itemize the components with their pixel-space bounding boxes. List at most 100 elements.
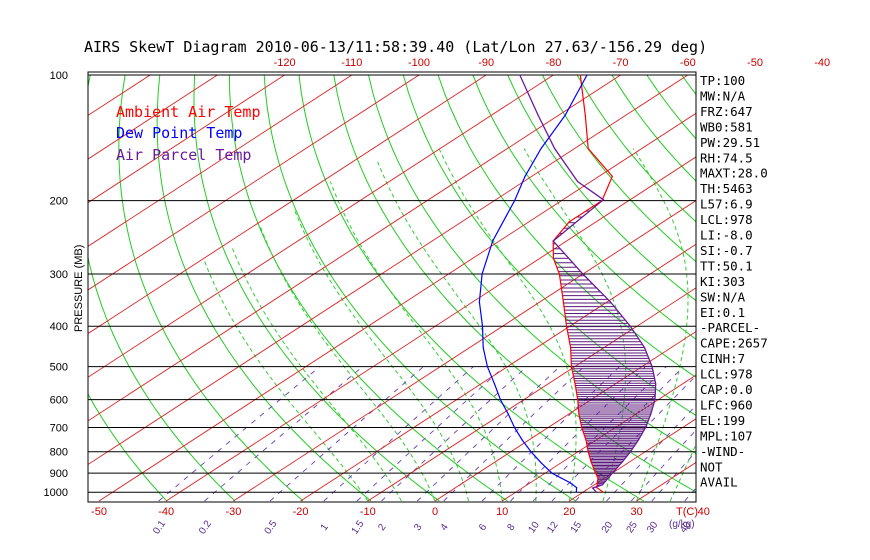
mixing-ratio-line <box>269 366 424 502</box>
parcel-point <box>645 426 647 429</box>
mixing-ratio-label: 20 <box>600 519 616 535</box>
pressure-tick-label: 100 <box>50 70 68 82</box>
bottom-temp-tick-label: 40 <box>698 506 710 518</box>
index-entry: NOT <box>700 459 723 474</box>
parcel-point <box>637 439 640 441</box>
isotherm <box>0 75 83 501</box>
dewpoint-point <box>513 426 516 429</box>
dewpoint-point <box>569 482 572 484</box>
mixing-ratio-label: 0.1 <box>151 518 168 536</box>
mixing-ratio-label: 0.2 <box>197 518 214 536</box>
series-layer <box>478 74 657 493</box>
moist-adiabat <box>438 148 577 502</box>
dewpoint-point <box>524 175 526 177</box>
dewpoint-point <box>481 273 483 275</box>
ambient-temp-point <box>611 175 613 177</box>
pressure-tick-label: 200 <box>50 196 68 208</box>
index-entry: AVAIL <box>700 475 738 490</box>
pressure-tick-label: 500 <box>50 362 68 374</box>
mixing-ratio-label: 12 <box>545 519 561 535</box>
pressure-tick-label: 800 <box>50 447 68 459</box>
isotherm <box>771 75 870 501</box>
dewpoint-point <box>540 147 542 150</box>
plot-frame <box>87 71 697 503</box>
mixing-ratio-label: 1 <box>319 522 331 533</box>
dry-adiabat <box>821 75 870 501</box>
moist-adiabat <box>632 148 689 502</box>
mixing-ratio-label: 3 <box>412 522 424 533</box>
top-temp-tick-label: -80 <box>545 57 561 69</box>
dry-adiabat <box>118 74 304 502</box>
parcel-point <box>643 346 646 349</box>
index-entry: CAPE:2657 <box>700 336 768 351</box>
bottom-temp-tick-label: -50 <box>91 506 107 518</box>
bottom-temp-tick-label: 10 <box>496 506 508 518</box>
mixing-ratio-line <box>158 366 321 502</box>
index-entry: EL:199 <box>700 413 745 428</box>
parcel-point <box>519 74 521 76</box>
parcel-point <box>552 240 554 242</box>
bottom-temp-tick-label: 0 <box>432 506 438 518</box>
top-temp-tick-label: -110 <box>341 57 362 69</box>
index-entry: LI:-8.0 <box>700 228 753 243</box>
parcel-point <box>611 472 614 474</box>
mixing-ratio-label: 0.5 <box>263 518 280 536</box>
isotherm <box>88 74 554 378</box>
ambient-temp-point <box>602 491 604 493</box>
top-temp-tick-label: -40 <box>814 57 830 69</box>
index-entry: FRZ:647 <box>700 104 753 119</box>
dry-adiabat <box>88 74 236 502</box>
pressure-tick-label: 900 <box>50 468 68 480</box>
dewpoint-point <box>586 74 588 76</box>
mixing-ratio-label: 8 <box>505 522 517 533</box>
parcel-point <box>602 199 605 201</box>
mixing-ratio-line <box>381 366 528 502</box>
dry-adiabat <box>472 74 696 340</box>
pressure-tick-label: 300 <box>50 269 68 281</box>
ambient-temp-point <box>585 439 587 441</box>
index-entry: SI:-0.7 <box>700 243 753 258</box>
dewpoint-point <box>493 383 496 385</box>
index-entry: CINH:7 <box>700 351 745 366</box>
x-axis-label-mixing: (g/kg) <box>669 519 695 530</box>
index-entry: LCL:978 <box>700 212 753 227</box>
isotherm <box>233 200 696 502</box>
isotherm <box>98 112 696 502</box>
mixing-ratio-label: 2 <box>376 522 388 533</box>
dry-adiabat <box>193 74 440 502</box>
ambient-temp-point <box>562 301 565 303</box>
parcel-point <box>609 301 612 303</box>
index-entry: PW:29.51 <box>700 135 760 150</box>
index-entry: KI:303 <box>700 274 745 289</box>
dry-adiabat <box>88 393 168 502</box>
dry-adiabat <box>856 75 870 501</box>
dewpoint-point <box>481 325 484 327</box>
index-entry: LCL:978 <box>700 367 753 382</box>
index-entry: -PARCEL- <box>700 320 760 335</box>
dry-adiabat <box>541 74 696 263</box>
index-entry: MAXT:28.0 <box>700 166 768 181</box>
ambient-temp-point <box>565 325 568 327</box>
moist-adiabat <box>259 225 436 502</box>
parcel-point <box>650 413 652 415</box>
ambient-temp-point <box>595 472 597 474</box>
ambient-temp-point <box>574 383 576 385</box>
dewpoint-point <box>560 477 562 479</box>
ambient-temp-point <box>570 366 573 368</box>
dewpoint-point <box>521 439 523 441</box>
chart-title: AIRS SkewT Diagram 2010-06-13/11:58:39.4… <box>84 38 707 56</box>
dewpoint-point <box>575 491 577 493</box>
index-entry: MW:N/A <box>700 89 746 104</box>
moist-adiabat <box>204 261 369 502</box>
isotherm <box>501 374 696 502</box>
isotherm <box>88 74 420 291</box>
isotherm <box>0 75 16 501</box>
mixing-ratio-label: 6 <box>477 522 489 533</box>
dewpoint-point <box>486 366 488 368</box>
index-entry: EI:0.1 <box>700 305 745 320</box>
ambient-temp-point <box>596 482 598 484</box>
top-temp-tick-label: -70 <box>613 57 629 69</box>
dry-adiabat <box>751 75 870 501</box>
ambient-temp-point <box>581 426 583 429</box>
